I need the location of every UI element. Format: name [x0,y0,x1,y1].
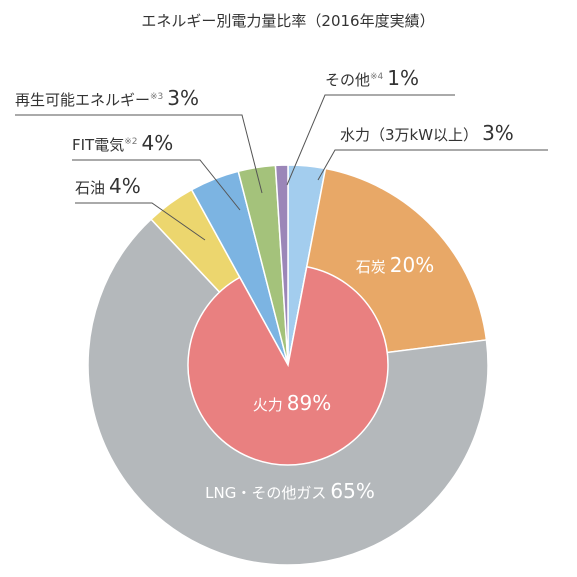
slice-label: LNG・その他ガス 65% [205,479,375,503]
label-value: 4% [142,131,174,155]
label-name: LNG・その他ガス [205,484,326,502]
label-note: ※3 [150,92,163,102]
label-note: ※2 [124,137,137,147]
slice-label: 再生可能エネルギー※3 3% [15,86,199,110]
label-value: 1% [387,66,419,90]
leader-line [75,202,206,241]
chart-title: エネルギー別電力量比率（2016年度実績） [141,12,434,30]
label-name: 水力（3万kW以上） [340,126,478,144]
leader-line [286,94,455,186]
label-name: FIT電気 [72,136,124,154]
slice-label: FIT電気※2 4% [72,131,173,155]
pie-slice [274,164,289,366]
inner-label: 火力 89% [253,391,331,415]
label-note: ※4 [370,72,384,82]
slice-label: その他※4 1% [325,66,419,90]
label-value: 4% [109,174,141,198]
leader-line [72,159,241,211]
label-name: 再生可能エネルギー [15,91,150,109]
slice-label: 水力（3万kW以上） 3% [340,121,514,145]
label-value: 65% [330,479,374,503]
label-value: 89% [287,391,331,415]
leader-line [317,149,548,181]
label-name: その他 [325,71,370,89]
label-value: 3% [167,86,199,110]
label-name: 火力 [253,396,283,414]
label-name: 石油 [75,179,105,197]
slice-label: 石炭 20% [356,253,434,277]
leader-line [15,114,263,194]
label-value: 20% [390,253,434,277]
label-name: 石炭 [356,258,386,276]
inner-slice [187,265,389,466]
slice-label: 石油 4% [75,174,141,198]
label-value: 3% [482,121,514,145]
